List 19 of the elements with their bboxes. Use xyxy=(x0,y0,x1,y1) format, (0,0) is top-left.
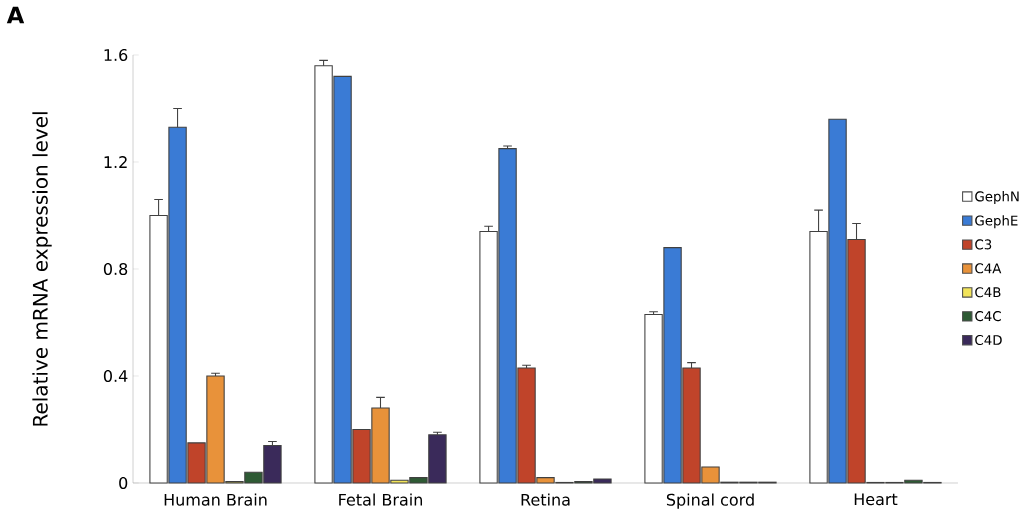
legend-label: GephN xyxy=(975,191,1019,205)
x-tick-label: Heart xyxy=(854,493,898,506)
y-tick-label: 0 xyxy=(119,476,128,490)
x-tick-label: Fetal Brain xyxy=(339,493,422,506)
legend-label: C4A xyxy=(975,263,1002,274)
legend-label: C4B xyxy=(975,287,1001,298)
y-tick-label: 1.2 xyxy=(104,156,127,168)
legend-label: C4C xyxy=(975,311,1001,322)
text: A xyxy=(6,6,25,24)
y-tick-label: 1.6 xyxy=(104,48,128,62)
x-tick-label: Retina xyxy=(521,493,570,506)
legend-label: GephE xyxy=(975,215,1018,229)
x-tick-label: Spinal cord xyxy=(666,493,754,509)
x-tick-label: Human Brain xyxy=(164,493,267,506)
y-tick-label: 0.4 xyxy=(103,369,128,383)
legend-label: C3 xyxy=(975,239,992,250)
legend-label: C4D xyxy=(975,334,1002,346)
y-tick-label: 0.8 xyxy=(103,262,128,276)
y-axis-title: Relative mRNA expression level xyxy=(32,112,52,426)
